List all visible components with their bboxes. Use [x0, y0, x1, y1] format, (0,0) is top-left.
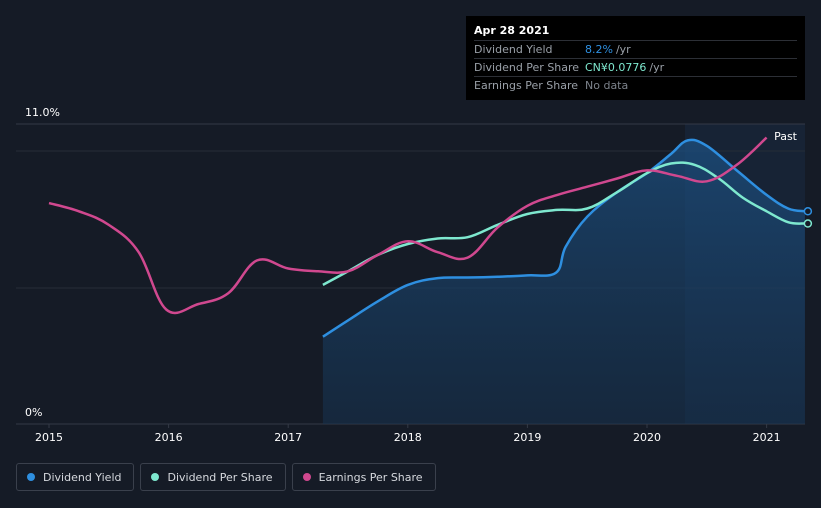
- legend-label: Earnings Per Share: [318, 470, 423, 484]
- legend-label: Dividend Yield: [43, 470, 122, 484]
- chart-legend: Dividend Yield Dividend Per Share Earnin…: [16, 463, 436, 491]
- tooltip-row-dividend-per-share: Dividend Per Share CN¥0.0776 /yr: [474, 58, 797, 76]
- y-tick-label-top: 11.0%: [25, 106, 60, 119]
- x-tick-label: 2021: [753, 431, 781, 444]
- dividend-per-share-line: [322, 161, 805, 287]
- x-tick-label: 2017: [274, 431, 302, 444]
- tooltip-value: No data: [585, 79, 629, 92]
- x-tick-label: 2018: [394, 431, 422, 444]
- tooltip-value: CN¥0.0776: [585, 61, 647, 74]
- legend-dot-icon: [302, 473, 311, 481]
- tooltip-panel: Apr 28 2021 Dividend Yield 8.2% /yr Divi…: [466, 16, 805, 100]
- tooltip-row-earnings-per-share: Earnings Per Share No data: [474, 76, 797, 94]
- tooltip-unit: /yr: [615, 43, 631, 56]
- tooltip-value: 8.2%: [585, 43, 613, 56]
- dividend-yield-area: [322, 139, 805, 424]
- earnings-per-share-line: [48, 136, 768, 315]
- legend-label: Dividend Per Share: [167, 470, 273, 484]
- tooltip-unit: /yr: [649, 61, 665, 74]
- legend-item-earnings-per-share[interactable]: Earnings Per Share: [291, 463, 436, 491]
- x-tick-label: 2016: [155, 431, 183, 444]
- legend-dot-icon: [27, 473, 35, 481]
- dividend-per-share-end-marker: [803, 219, 813, 228]
- x-tick-label: 2019: [513, 431, 541, 444]
- x-tick-label: 2015: [35, 431, 63, 444]
- x-axis-ticks: 2015 2016 2017 2018 2019 2020 2021: [35, 424, 781, 444]
- legend-item-dividend-per-share[interactable]: Dividend Per Share: [140, 463, 286, 491]
- tooltip-label: Earnings Per Share: [474, 79, 579, 92]
- y-tick-label-bottom: 0%: [25, 406, 42, 419]
- legend-item-dividend-yield[interactable]: Dividend Yield: [16, 463, 135, 491]
- tooltip-date: Apr 28 2021: [474, 24, 550, 37]
- tooltip-label: Dividend Per Share: [474, 61, 580, 74]
- x-tick-label: 2020: [633, 431, 661, 444]
- tooltip-row-dividend-yield: Dividend Yield 8.2% /yr: [474, 40, 797, 58]
- tooltip-label: Dividend Yield: [474, 43, 553, 56]
- past-region-label: Past: [774, 130, 798, 143]
- legend-dot-icon: [151, 473, 160, 481]
- dividend-yield-end-marker: [803, 207, 813, 216]
